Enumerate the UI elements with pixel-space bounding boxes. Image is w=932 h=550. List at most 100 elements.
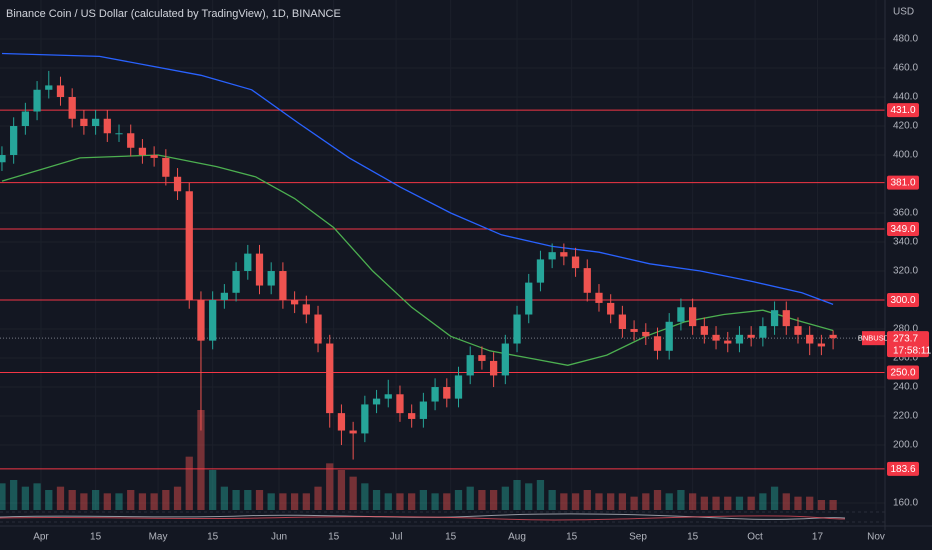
candle-body: [349, 430, 357, 434]
candle-body: [314, 314, 322, 344]
level-label: 183.6: [890, 464, 915, 475]
candle-body: [478, 355, 486, 361]
candle-body: [68, 97, 76, 119]
volume-bar: [244, 490, 252, 510]
candle-body: [220, 292, 229, 301]
volume-bar: [80, 493, 88, 510]
symbol-box: [862, 331, 885, 346]
candle-body: [408, 413, 416, 419]
volume-bar: [326, 463, 334, 510]
y-tick-label: 280.0: [893, 324, 918, 335]
candle-body: [560, 252, 568, 257]
volume-bar: [267, 493, 275, 510]
x-tick-label: 17: [812, 532, 824, 543]
volume-bar: [349, 476, 357, 510]
volume-bar: [642, 493, 650, 510]
volume-pane: [0, 410, 837, 510]
indicator-pane: [0, 511, 885, 523]
volume-bar: [220, 486, 229, 510]
candle-body: [127, 133, 135, 148]
candle-body: [817, 343, 826, 347]
y-tick-label: 460.0: [893, 63, 918, 74]
y-tick-label: 240.0: [893, 382, 918, 393]
candle-body: [782, 310, 790, 327]
countdown-label: 17:58:11: [893, 345, 932, 356]
volume-bar: [466, 486, 474, 510]
volume-bar: [806, 496, 814, 510]
volume-bar: [150, 493, 158, 510]
candle-body: [548, 252, 556, 260]
candle-body: [56, 85, 65, 98]
y-tick-label: 440.0: [893, 92, 918, 103]
y-tick-label: 320.0: [893, 266, 918, 277]
volume-bar: [21, 486, 29, 510]
y-tick-label: 360.0: [893, 208, 918, 219]
volume-bar: [513, 480, 521, 510]
volume-bar: [103, 493, 111, 510]
level-box: [887, 175, 919, 190]
candle-body: [279, 271, 287, 301]
candle-body: [630, 329, 638, 332]
x-tick-label: 15: [566, 532, 578, 543]
volume-bar: [290, 493, 299, 510]
candle-body: [443, 387, 451, 399]
volume-bar: [45, 490, 53, 510]
candle-body: [162, 157, 170, 177]
volume-bar: [489, 490, 498, 510]
x-tick-label: Jul: [390, 532, 403, 543]
volume-bar: [607, 493, 615, 510]
candle-body: [677, 307, 685, 322]
candle-body: [45, 85, 53, 90]
x-tick-label: Apr: [33, 532, 49, 543]
volume-bar: [712, 496, 720, 510]
volume-bar: [408, 493, 416, 510]
x-tick-label: 15: [687, 532, 699, 543]
volume-bar: [501, 486, 509, 510]
candle-body: [372, 398, 381, 405]
candle-body: [138, 147, 147, 156]
volume-bar: [747, 496, 755, 510]
level-box: [887, 293, 919, 308]
level-label: 300.0: [890, 295, 915, 306]
candle-body: [688, 307, 697, 327]
levels: [0, 109, 885, 470]
candle-body: [454, 375, 463, 399]
volume-bar: [525, 483, 533, 510]
volume-bar: [724, 496, 732, 510]
candle-body: [607, 302, 615, 315]
volume-bar: [91, 490, 100, 510]
volume-bar: [665, 493, 673, 510]
level-box: [887, 461, 919, 476]
last-price-label: 273.7: [893, 333, 918, 344]
candle-body: [583, 268, 591, 293]
level-label: 349.0: [890, 224, 915, 235]
candle-body: [501, 343, 509, 376]
candle-body: [700, 326, 708, 335]
candle-body: [33, 89, 41, 112]
volume-bar: [595, 493, 603, 510]
volume-bar: [138, 493, 147, 510]
candle-body: [724, 340, 732, 344]
volume-bar: [536, 480, 545, 510]
volume-bar: [794, 496, 802, 510]
candle-body: [10, 126, 18, 156]
volume-bar: [279, 493, 287, 510]
x-tick-label: 15: [90, 532, 102, 543]
x-tick-label: 15: [445, 532, 457, 543]
candle-body: [21, 111, 29, 127]
candle-body: [232, 271, 240, 293]
volume-bar: [443, 493, 451, 510]
candle-body: [267, 271, 275, 286]
candles: [0, 70, 837, 460]
level-label: 431.0: [890, 105, 915, 116]
level-label: 250.0: [890, 368, 915, 379]
volume-bar: [770, 486, 779, 510]
volume-bar: [56, 486, 65, 510]
level-box: [887, 221, 919, 236]
candle-body: [513, 314, 521, 344]
candle-body: [209, 300, 217, 341]
candle-body: [197, 300, 205, 341]
candle-body: [712, 334, 720, 341]
candle-body: [255, 253, 264, 286]
